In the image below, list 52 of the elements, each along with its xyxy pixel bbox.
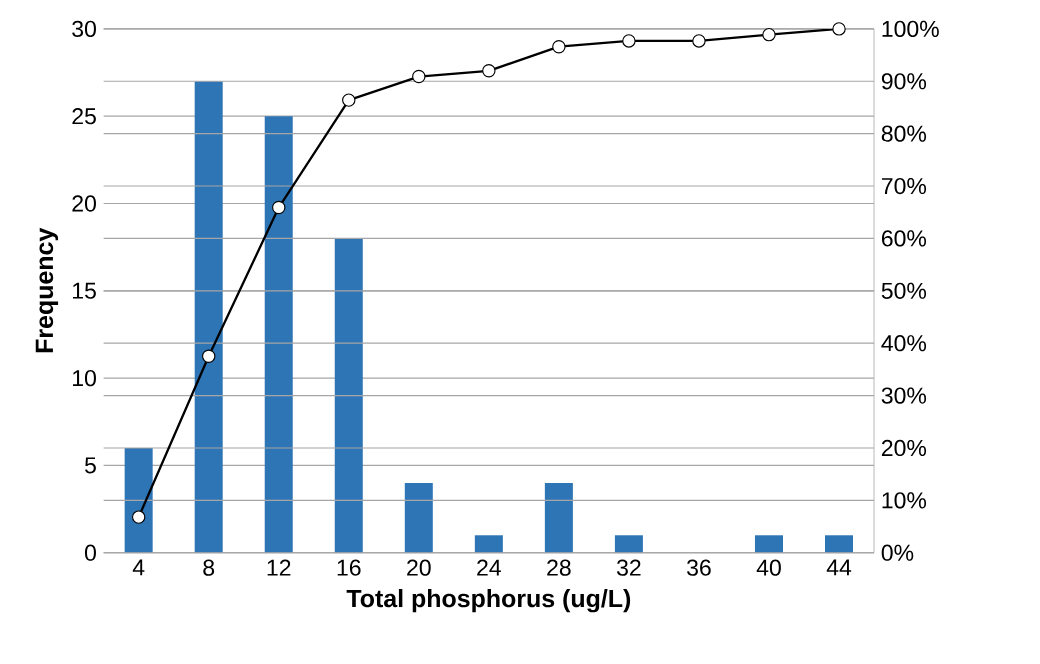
y-tick-label: 30: [72, 20, 96, 37]
bar: [124, 447, 153, 553]
y2-tick-label: 70%: [881, 177, 927, 194]
y-tick-label: 15: [73, 282, 96, 299]
x-tick-label: 36: [687, 559, 711, 576]
bar: [825, 535, 854, 553]
point: [131, 510, 146, 524]
bar: [194, 81, 223, 553]
x-tick-label: 20: [407, 559, 431, 576]
y-tick-label: 10: [73, 369, 96, 387]
point: [832, 21, 846, 36]
point: [201, 349, 216, 363]
x-tick-label: 32: [616, 559, 641, 576]
x-tick-label: 40: [756, 559, 781, 576]
x-tick-label: 4: [132, 559, 145, 576]
x-tick-label: 16: [337, 559, 361, 576]
bar: [474, 535, 503, 553]
point: [412, 69, 426, 84]
y2-tick-label: 20%: [881, 439, 927, 456]
point: [342, 93, 356, 107]
point: [692, 34, 706, 48]
point: [552, 39, 566, 54]
y-tick-label: 5: [85, 457, 96, 474]
y2-tick-label: 100%: [882, 20, 939, 37]
y-tick-label: 0: [84, 544, 96, 561]
y2-tick-label: 0%: [881, 544, 914, 561]
bar: [264, 115, 293, 553]
y2-tick-label: 60%: [881, 230, 927, 247]
bar: [404, 482, 433, 553]
y2-tick-label: 10%: [882, 491, 927, 509]
point: [762, 27, 776, 42]
bar: [754, 535, 783, 553]
y-axis-title: Frequency: [35, 227, 59, 353]
y-tick-label: 25: [72, 107, 96, 125]
point: [622, 34, 636, 48]
y2-tick-label: 40%: [881, 334, 927, 352]
bar: [334, 238, 363, 553]
x-tick-label: 12: [267, 559, 291, 576]
bar: [544, 482, 573, 553]
y2-tick-label: 80%: [881, 125, 927, 142]
x-tick-label: 24: [477, 559, 501, 576]
x-tick-label: 44: [826, 559, 852, 576]
y-tick-label: 20: [72, 195, 96, 212]
x-tick-label: 8: [203, 559, 215, 576]
point: [482, 63, 496, 78]
y2-tick-label: 50%: [881, 282, 927, 299]
x-tick-label: 28: [547, 559, 571, 576]
x-axis-title: Total phosphorus (ug/L): [346, 588, 631, 613]
y2-tick-label: 30%: [881, 387, 927, 404]
point: [272, 200, 286, 215]
bar: [614, 535, 643, 553]
y2-tick-label: 90%: [881, 72, 927, 90]
